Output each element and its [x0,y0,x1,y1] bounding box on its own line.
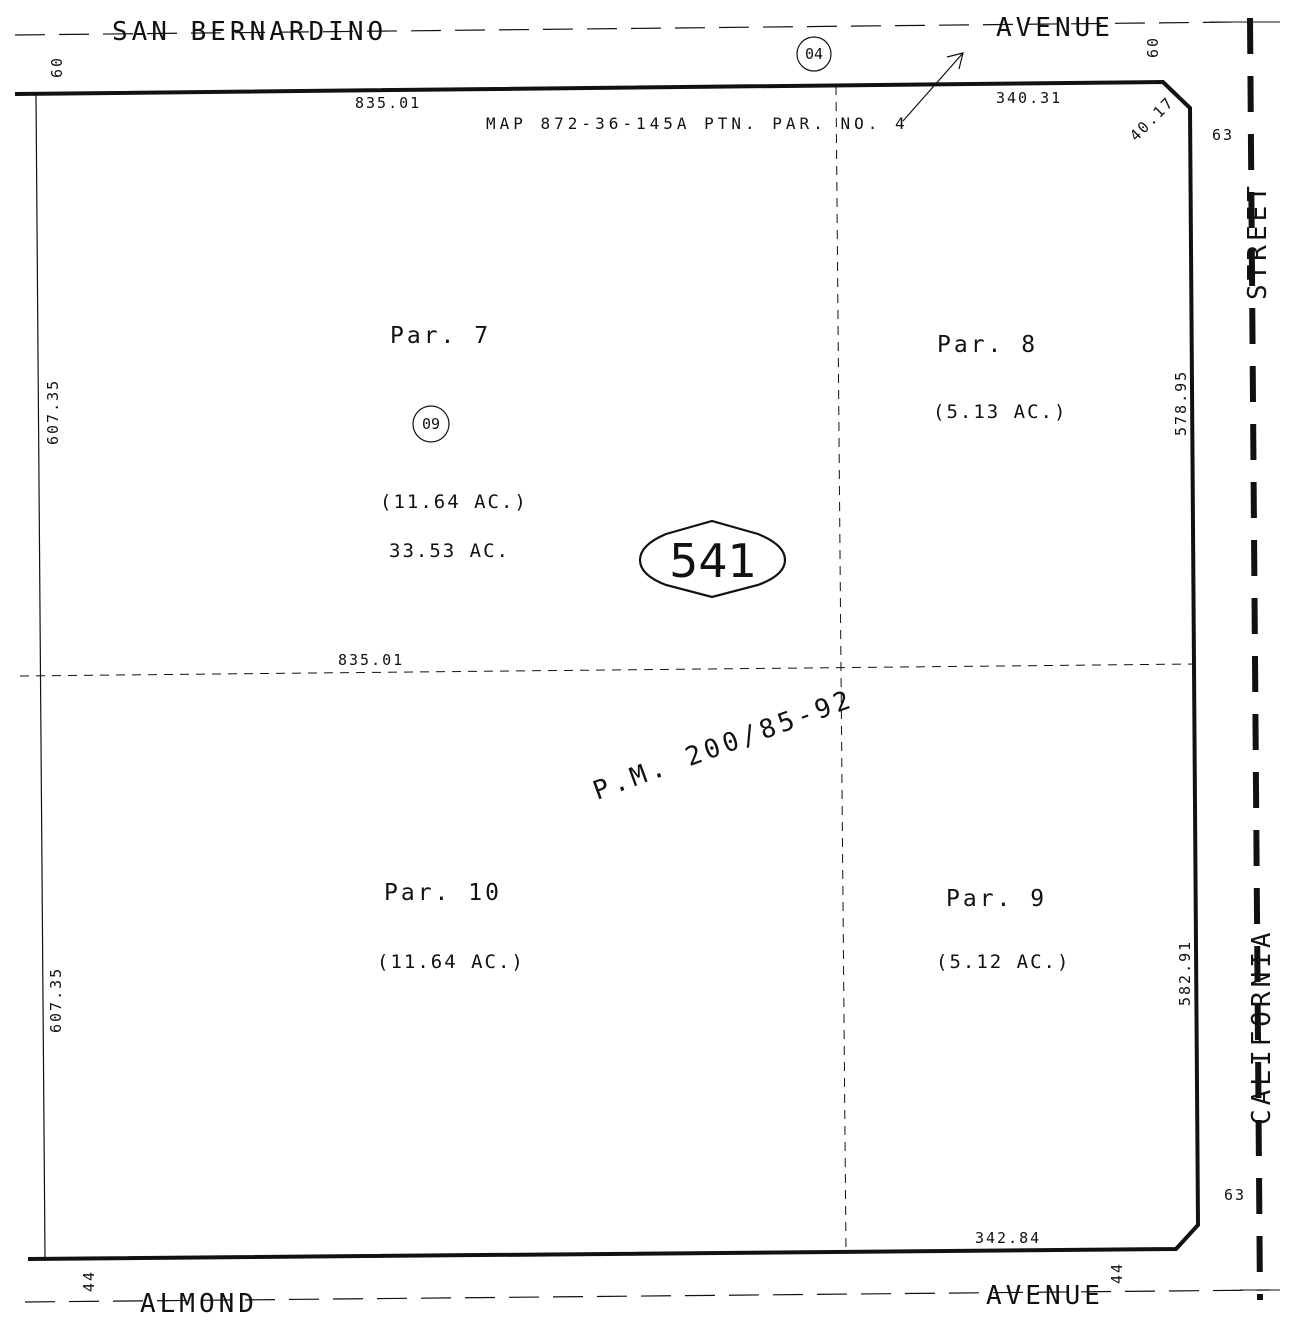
parcel-8-label: Par. 8 [937,332,1038,358]
circled-number-09 [412,405,450,443]
dim-left-upper: 607.35 [44,379,62,445]
south-road-width-left: 44 [80,1270,98,1292]
dim-right-lower: 582.91 [1176,940,1194,1006]
map-number-frame [638,519,787,599]
parcel-9-label: Par. 9 [946,886,1047,912]
circled-number-04 [796,36,832,72]
parcel-map-reference: P.M. 200/85-92 [589,684,858,806]
street-label-avenue-north: AVENUE [996,13,1114,43]
boundary-west-line [35,94,46,1259]
south-road-centerline [24,1289,1271,1303]
parcel-10-acres: (11.64 AC.) [377,951,525,973]
parcel-8-acres: (5.13 AC.) [933,401,1067,423]
dim-right-upper: 578.95 [1172,370,1190,436]
circled-number-09-text: 09 [422,415,440,433]
parcel-9: Par. 9 (5.12 AC.) [936,886,1070,973]
parcel-7-total-acres: 33.53 AC. [389,540,510,562]
parcel-10: Par. 10 (11.64 AC.) [377,880,525,973]
parcel-7-label: Par. 7 [390,323,491,349]
parcel-9-acres: (5.12 AC.) [936,951,1070,973]
north-road-width-left: 60 [48,56,66,78]
parcel-boundary [14,79,1201,1261]
reference-arrow-head [946,52,964,70]
street-label-san-bernardino: SAN BERNARDINO [112,17,387,47]
north-road-width-right: 60 [1144,36,1162,58]
street-label-almond: ALMOND [140,1289,258,1319]
street-label-street: STREET [1243,182,1273,300]
dim-middle: 835.01 [338,651,404,669]
east-road: STREET CALIFORNIA 63 63 [1210,17,1280,1301]
division-vertical [835,85,847,1253]
dim-top-left: 835.01 [355,94,421,112]
east-road-width-bottom: 63 [1224,1186,1246,1204]
south-road-width-right: 44 [1108,1262,1126,1284]
dim-left-lower: 607.35 [47,967,65,1033]
street-label-avenue-south: AVENUE [986,1281,1104,1311]
map-reference-note: MAP 872-36-145A PTN. PAR. NO. 4 [486,114,909,133]
south-road: ALMOND AVENUE 44 44 [24,1262,1271,1319]
parcel-7-acres: (11.64 AC.) [380,491,528,513]
reference-arrow-line [902,52,964,122]
dimensions: 835.01 340.31 40.17 835.01 342.84 607.35… [44,89,1194,1247]
north-road: SAN BERNARDINO AVENUE 60 60 [14,13,1241,78]
north-road-centerline [14,21,1241,36]
map-reference: MAP 872-36-145A PTN. PAR. NO. 4 04 [486,36,964,133]
east-road-width-top: 63 [1212,126,1234,144]
parcel-7: Par. 7 09 (11.64 AC.) 33.53 AC. [380,323,528,562]
map-number: 541 [669,534,757,588]
street-label-california: CALIFORNIA [1247,928,1277,1125]
dim-corner: 40.17 [1126,93,1178,145]
parcel-8: Par. 8 (5.13 AC.) [933,332,1067,423]
boundary-outline [14,79,1201,1261]
parcel-10-label: Par. 10 [384,880,502,906]
map-number-badge: 541 [638,519,787,599]
circled-number-04-text: 04 [805,45,823,63]
division-horizontal [19,663,1196,677]
east-road-centerline [1247,17,1263,1301]
dim-top-right: 340.31 [996,89,1062,107]
dim-bottom-right: 342.84 [975,1229,1041,1247]
